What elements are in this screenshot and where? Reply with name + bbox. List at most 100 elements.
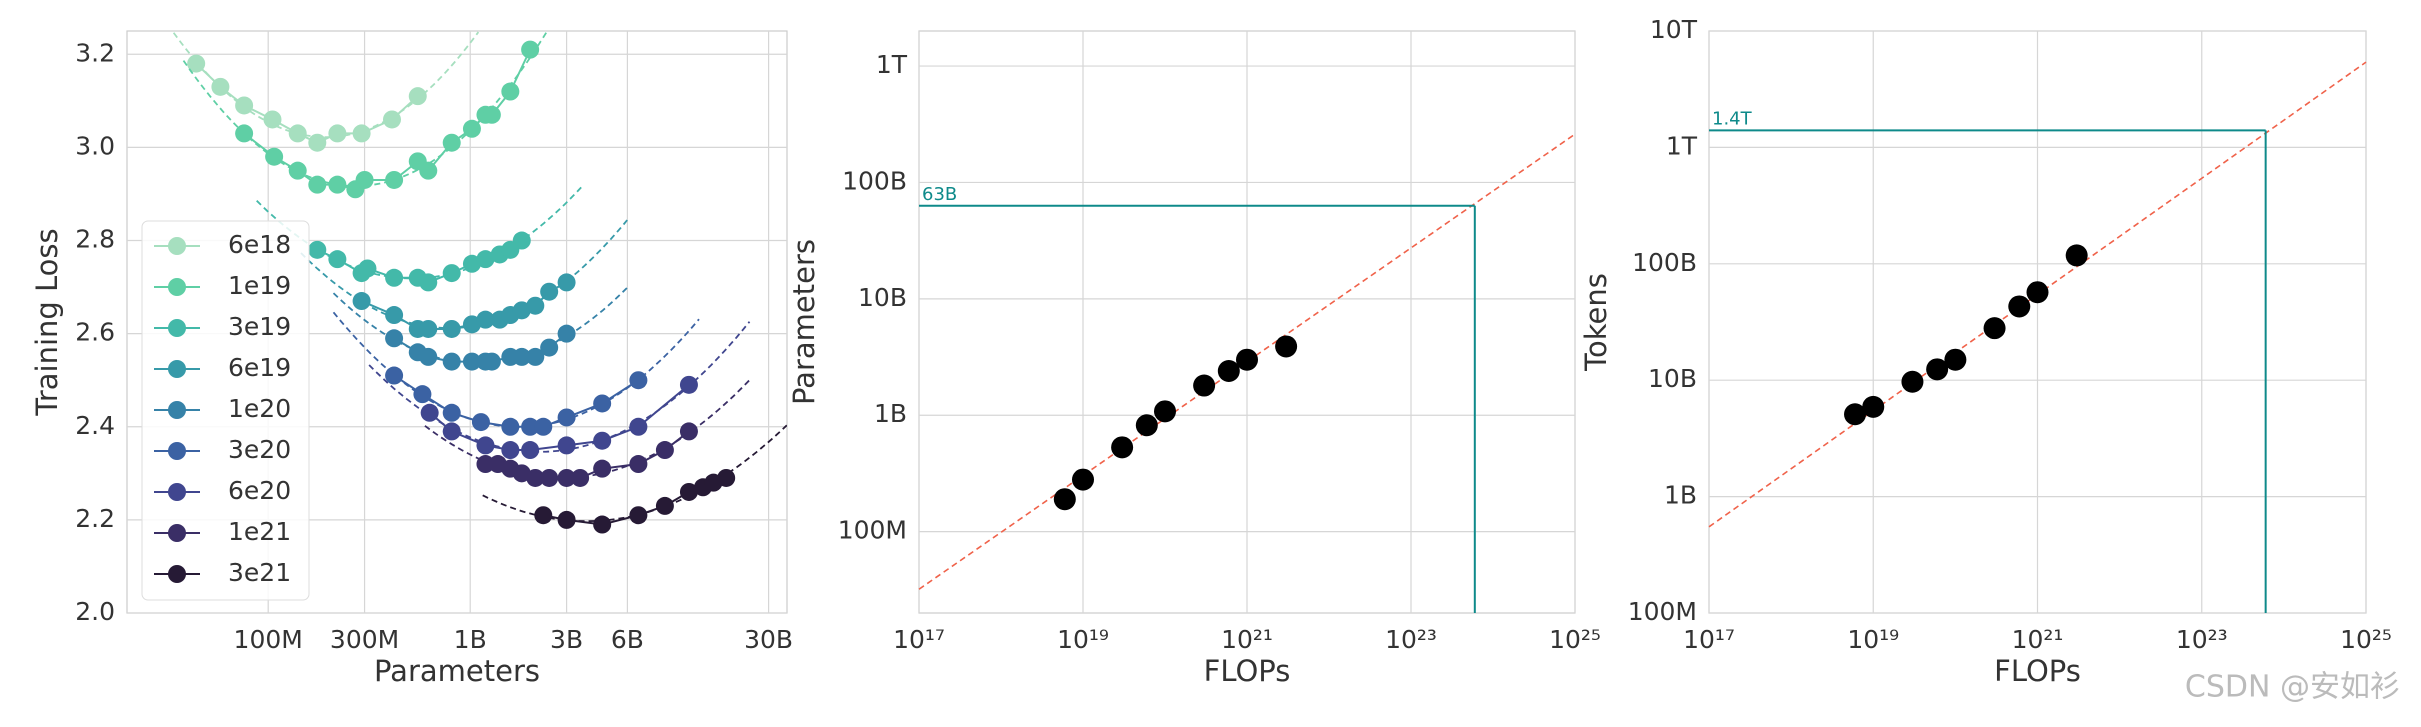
- data-point: [512, 347, 531, 366]
- data-point: [1944, 348, 1967, 371]
- y-tick-label: 3.2: [75, 38, 115, 67]
- y-tick-label: 100B: [842, 166, 907, 195]
- data-point: [501, 82, 520, 101]
- data-point: [385, 268, 404, 287]
- data-point: [1983, 317, 2006, 340]
- data-point: [512, 464, 531, 483]
- y-tick-label: 100B: [1632, 248, 1697, 277]
- data-point: [501, 441, 520, 460]
- watermark: CSDN @安如衫: [2185, 670, 2400, 705]
- x-tick-label: 10¹⁹: [1057, 625, 1109, 654]
- data-point: [352, 124, 371, 143]
- plot-area: [171, 31, 787, 534]
- data-point: [1275, 335, 1298, 358]
- data-point: [442, 264, 461, 283]
- data-point: [2065, 244, 2088, 267]
- data-point: [442, 319, 461, 338]
- y-tick-label: 10T: [1650, 15, 1698, 44]
- series-line: [393, 374, 639, 428]
- fit-curve: [482, 424, 787, 522]
- data-point: [419, 319, 438, 338]
- data-point: [534, 506, 553, 525]
- data-point: [385, 329, 404, 348]
- data-point: [521, 441, 540, 460]
- data-point: [385, 366, 404, 385]
- data-point: [288, 124, 307, 143]
- data-point: [1154, 400, 1176, 423]
- y-tick-label: 2.4: [75, 411, 115, 440]
- legend-label: 1e21: [228, 517, 291, 546]
- data-point: [355, 170, 374, 189]
- legend-label: 3e21: [228, 558, 291, 587]
- data-point: [263, 110, 282, 129]
- data-point: [482, 352, 501, 371]
- data-point: [512, 231, 531, 250]
- data-point: [2008, 295, 2031, 318]
- x-tick-label: 300M: [330, 625, 399, 654]
- x-tick-label: 10²¹: [2012, 625, 2064, 654]
- legend-marker: [168, 278, 186, 296]
- data-point: [679, 422, 698, 441]
- data-point: [235, 124, 254, 143]
- data-point: [420, 403, 439, 422]
- x-axis-label: Parameters: [374, 654, 540, 688]
- y-tick-label: 1T: [876, 50, 908, 79]
- data-point: [352, 292, 371, 311]
- x-tick-label: 10²³: [1385, 625, 1437, 654]
- data-point: [1901, 370, 1924, 393]
- y-axis-label: Parameters: [787, 239, 821, 405]
- data-point: [1217, 359, 1240, 382]
- data-point: [540, 468, 559, 487]
- x-tick-label: 10¹⁷: [1683, 625, 1735, 654]
- x-tick-label: 6B: [611, 625, 644, 654]
- x-tick-label: 10²⁵: [1549, 625, 1601, 654]
- data-point: [526, 468, 545, 487]
- data-point: [557, 324, 576, 343]
- data-point: [476, 250, 495, 269]
- x-tick-label: 10²³: [2176, 625, 2228, 654]
- data-point: [482, 105, 501, 124]
- data-point: [442, 422, 461, 441]
- y-tick-label: 2.6: [75, 318, 115, 347]
- data-point: [679, 375, 698, 394]
- data-point: [540, 338, 559, 357]
- data-point: [512, 301, 531, 320]
- data-point: [629, 371, 648, 390]
- data-point: [593, 394, 612, 413]
- data-point: [288, 161, 307, 180]
- data-point: [413, 385, 432, 404]
- legend-label: 3e19: [228, 312, 291, 341]
- legend-label: 3e20: [228, 435, 291, 464]
- data-point: [385, 170, 404, 189]
- x-tick-label: 10¹⁷: [893, 625, 945, 654]
- data-point: [211, 77, 230, 96]
- data-point: [419, 347, 438, 366]
- data-point: [442, 133, 461, 152]
- data-point: [526, 347, 545, 366]
- data-point: [1111, 436, 1134, 459]
- x-tick-label: 10²¹: [1221, 625, 1273, 654]
- data-point: [655, 496, 674, 515]
- x-axis-label: FLOPs: [1204, 654, 1291, 688]
- data-point: [593, 515, 612, 534]
- data-point: [462, 119, 481, 138]
- data-point: [571, 468, 590, 487]
- data-point: [1053, 488, 1076, 511]
- legend-marker: [168, 565, 186, 583]
- x-tick-label: 10²⁵: [2340, 625, 2392, 654]
- data-point: [557, 408, 576, 427]
- legend-label: 1e20: [228, 394, 291, 423]
- y-tick-label: 10B: [1648, 364, 1697, 393]
- data-point: [382, 110, 401, 129]
- data-point: [265, 147, 284, 166]
- legend-marker: [168, 524, 186, 542]
- data-point: [521, 417, 540, 436]
- x-tick-label: 10¹⁹: [1847, 625, 1899, 654]
- data-point: [655, 441, 674, 460]
- legend-marker: [168, 237, 186, 255]
- data-point: [526, 296, 545, 315]
- data-point: [557, 436, 576, 455]
- legend-label: 6e19: [228, 353, 291, 382]
- projection-label: 1.4T: [1712, 108, 1753, 129]
- data-point: [1844, 403, 1867, 426]
